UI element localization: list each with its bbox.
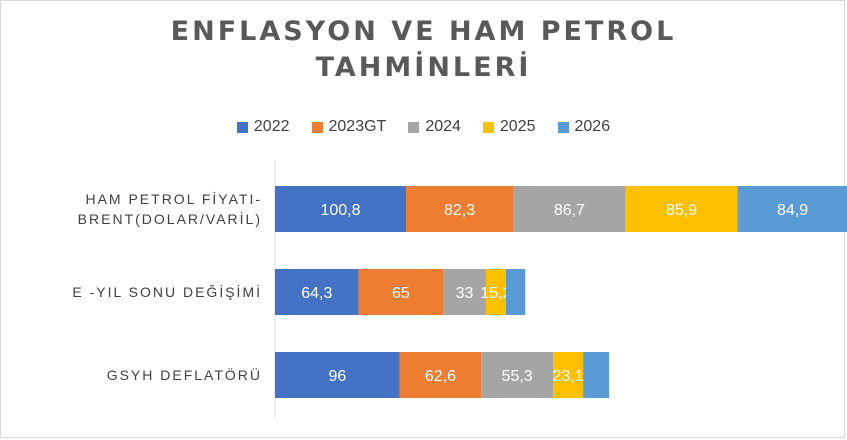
legend-item-2022: 2022: [236, 118, 290, 136]
bar-segment-2025: [553, 352, 584, 398]
legend-swatch: [557, 121, 569, 133]
category-label: GSYH DEFLATÖRÜ: [107, 366, 262, 383]
bar-segment-2026: [737, 186, 847, 232]
bar-segment-2024: [513, 186, 626, 232]
bar-segment-2024: [481, 352, 554, 398]
legend-swatch: [408, 121, 420, 133]
category-label: HAM PETROL FİYATI- BRENT(DOLAR/VARİL): [78, 190, 262, 227]
legend-swatch: [311, 121, 323, 133]
chart-title-line-1: ENFLASYON VE HAM PETROL: [170, 16, 677, 47]
bar-segment-2025: [485, 269, 506, 315]
data-label: 84,9: [777, 202, 808, 219]
bar-segment-2026: [583, 352, 610, 398]
category-label-line: BRENT(DOLAR/VARİL): [78, 210, 262, 227]
data-label: 23,1: [553, 368, 584, 385]
bar-segment-2026: [505, 269, 526, 315]
bar-segment-2023gt: [406, 186, 514, 232]
category-label-line: HAM PETROL FİYATI-: [85, 190, 262, 207]
bar-segment-2022: [275, 352, 400, 398]
data-label: 55,3: [502, 368, 533, 385]
bar-segment-2025: [625, 186, 738, 232]
bar-segment-2022: [275, 186, 407, 232]
data-label: 15,2: [480, 285, 511, 302]
chart-legend: 2022 2023GT 2024 2025 2026: [0, 116, 847, 138]
legend-label: 2022: [253, 118, 290, 135]
data-label: 62,6: [425, 368, 456, 385]
bar-segment-2024: [443, 269, 486, 315]
legend-label: 2023GT: [328, 118, 387, 135]
legend-item-2026: 2026: [557, 118, 611, 136]
data-label: 82,3: [444, 202, 475, 219]
data-label: 96: [329, 368, 347, 385]
data-label: 65: [392, 285, 410, 302]
data-label: 33: [456, 285, 474, 302]
data-label: 86,7: [554, 202, 585, 219]
legend-label: 2024: [425, 118, 461, 135]
legend-item-2024: 2024: [408, 118, 461, 136]
legend-label: 2025: [499, 118, 536, 135]
legend-item-2023gt: 2023GT: [311, 118, 387, 136]
data-label: 100,8: [320, 202, 360, 219]
category-label-line: GSYH DEFLATÖRÜ: [107, 366, 262, 383]
category-label-line: E -YIL SONU DEĞİŞİMİ: [72, 283, 262, 300]
legend-swatch: [236, 121, 248, 133]
data-label: 64,3: [301, 285, 332, 302]
bar-segment-2023gt: [358, 269, 444, 315]
category-label: E -YIL SONU DEĞİŞİMİ: [72, 283, 262, 300]
bar-segment-2023gt: [399, 352, 482, 398]
legend-label: 2026: [574, 118, 611, 135]
legend-swatch: [482, 121, 494, 133]
bar-segment-2022: [275, 269, 359, 315]
chart-title-line-2: TAHMİNLERİ: [315, 52, 532, 83]
data-label: 85,9: [666, 202, 697, 219]
legend-item-2025: 2025: [482, 118, 536, 136]
chart-title: ENFLASYON VE HAM PETROL TAHMİNLERİ: [0, 14, 847, 86]
